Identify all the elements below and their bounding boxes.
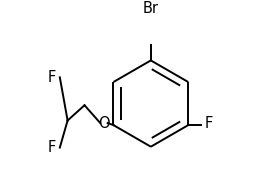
Text: O: O [98, 116, 110, 130]
Text: F: F [48, 70, 56, 85]
Text: Br: Br [143, 1, 159, 16]
Text: F: F [48, 140, 56, 155]
Text: F: F [205, 116, 213, 130]
